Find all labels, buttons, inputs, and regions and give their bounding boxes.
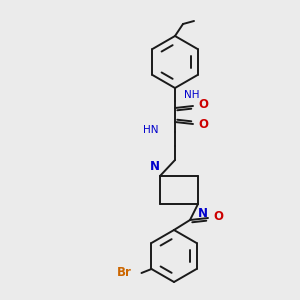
Text: O: O bbox=[198, 118, 208, 131]
Text: O: O bbox=[198, 98, 208, 112]
Text: O: O bbox=[213, 211, 223, 224]
Text: Br: Br bbox=[117, 266, 131, 280]
Text: NH: NH bbox=[184, 90, 200, 100]
Text: N: N bbox=[150, 160, 160, 173]
Text: HN: HN bbox=[143, 125, 159, 135]
Text: N: N bbox=[198, 207, 208, 220]
